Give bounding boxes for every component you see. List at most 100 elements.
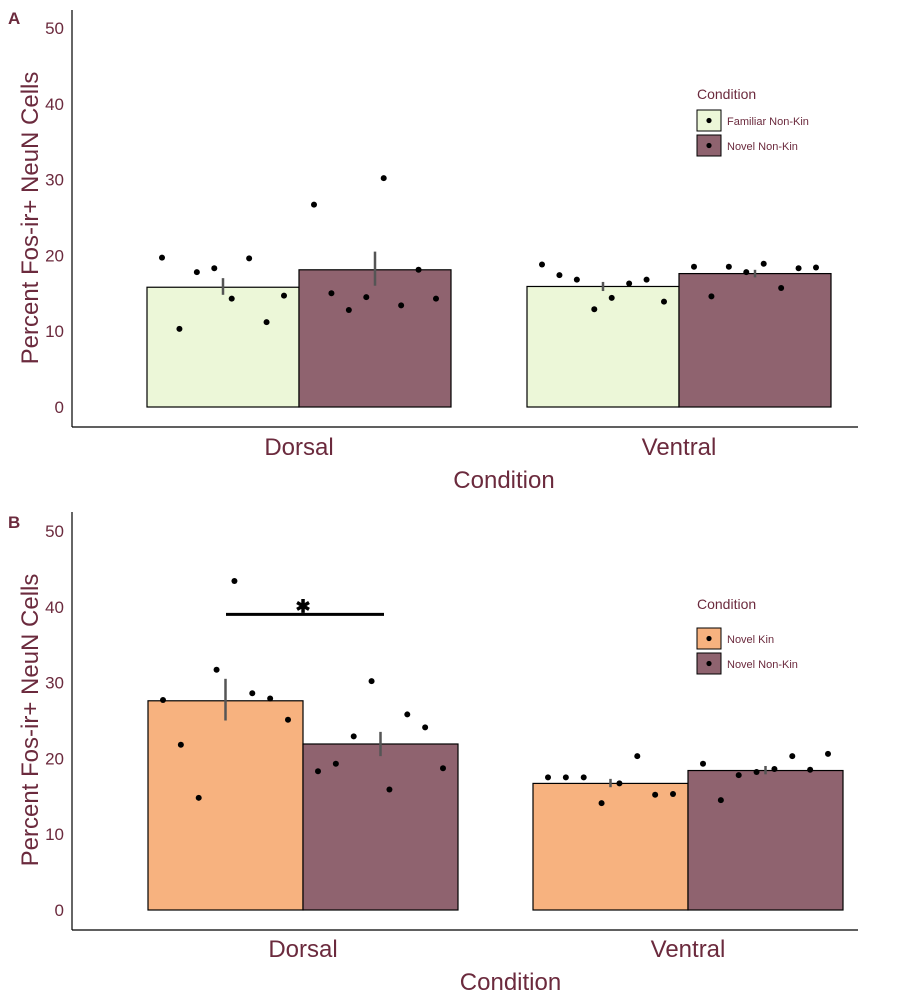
data-point [670,791,676,798]
legend-point-marker [706,117,712,124]
y-tick-label: 10 [45,322,64,341]
data-point [708,293,715,300]
data-point [608,294,615,301]
data-point [753,769,760,776]
data-point [281,292,287,299]
data-point [350,733,357,740]
y-tick-label: 10 [45,825,64,844]
data-point [213,666,220,673]
data-point [380,175,387,182]
legend-point-marker [706,635,712,642]
bar [526,285,680,408]
y-tick-label: 0 [55,901,64,920]
data-point [743,269,750,276]
bar [147,700,304,911]
data-point [249,690,256,697]
data-point [725,263,732,270]
legend-label: Novel Non-Kin [727,141,798,153]
data-point [228,295,235,302]
data-point [363,294,370,301]
data-point [193,269,200,276]
data-point [652,791,659,798]
panel-label: B [8,513,20,532]
legend-point-marker [706,660,712,667]
data-point [159,254,165,261]
x-axis-title: Condition [460,969,561,994]
data-point [211,265,218,272]
bar [302,743,459,911]
data-point [789,753,796,760]
data-point [580,774,587,781]
data-point [160,697,166,704]
data-point [598,800,605,807]
data-point [562,774,569,781]
data-point [539,261,545,268]
data-point [386,786,393,793]
chart-panel-b: B 0 10 20 30 40 50 Percent Fos-ir+ NeuN Cells Do… [8,512,858,996]
data-point [328,290,335,297]
y-tick-label: 30 [45,674,64,693]
data-point [177,741,184,748]
data-point [795,265,802,272]
panel-label: A [8,9,20,28]
x-tick-label: Ventral [642,434,717,461]
significance-marker: ✱ [295,596,310,616]
data-point [267,695,274,702]
y-tick-label: 20 [45,246,64,265]
chart-panel-a: A 0 10 20 30 40 50 Percent Fos-ir+ NeuN Cells Do… [8,9,858,494]
data-point [760,260,767,267]
data-point [616,780,623,787]
bar [532,782,689,911]
data-point [231,578,238,585]
data-point [285,716,291,723]
data-point [315,768,321,775]
data-point [778,284,785,291]
data-point [813,264,819,271]
x-tick-label: Ventral [651,936,726,963]
data-point [311,201,317,208]
data-point [825,750,831,757]
data-point [415,266,422,273]
x-tick-label: Dorsal [264,434,333,461]
data-point [332,760,339,767]
data-point [195,794,202,801]
bar [146,286,300,408]
data-point [626,280,633,287]
data-point [433,295,439,302]
y-axis-title: Percent Fos-ir+ NeuN Cells [17,574,44,867]
data-point [422,724,429,731]
legend-title: Condition [697,596,756,612]
y-axis-title: Percent Fos-ir+ NeuN Cells [17,72,44,365]
legend-title: Condition [697,86,756,102]
data-point [345,306,352,313]
bar [678,272,832,408]
data-point [398,302,405,309]
legend-label: Novel Non-Kin [727,659,798,671]
data-point [573,276,580,283]
data-point [691,263,697,270]
x-tick-label: Dorsal [268,936,337,963]
y-tick-label: 50 [45,522,64,541]
bar [687,769,844,911]
data-point [440,765,446,772]
data-point [591,306,598,313]
data-point [176,325,183,332]
data-point [700,760,706,767]
y-tick-label: 40 [45,95,64,114]
x-axis-title: Condition [453,467,554,494]
data-point [368,678,375,685]
data-point [735,772,742,779]
y-tick-label: 40 [45,598,64,617]
data-point [643,276,650,283]
y-tick-label: 20 [45,749,64,768]
data-point [634,753,641,760]
data-point [404,711,411,718]
y-tick-label: 30 [45,171,64,190]
data-point [661,298,667,305]
bar [298,269,452,408]
data-point [717,797,724,804]
data-point [246,255,253,262]
y-tick-label: 50 [45,19,64,38]
